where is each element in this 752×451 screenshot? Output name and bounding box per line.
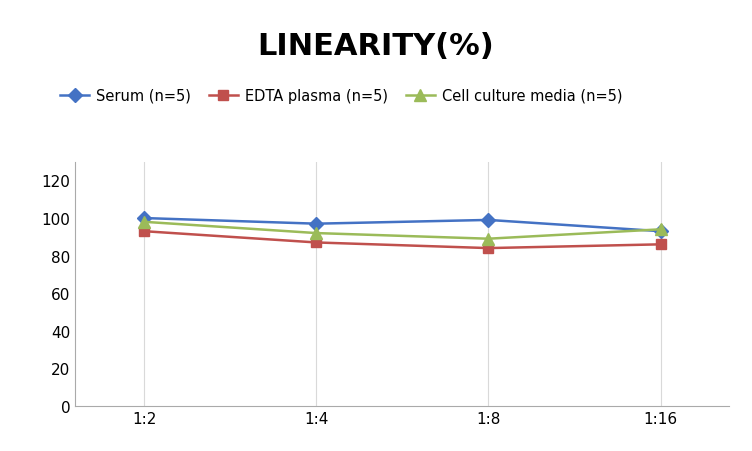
Cell culture media (n=5) <box>140 220 149 225</box>
Cell culture media (n=5) <box>656 227 665 233</box>
Serum (n=5) <box>312 221 321 227</box>
EDTA plasma (n=5) <box>312 240 321 246</box>
Text: LINEARITY(%): LINEARITY(%) <box>258 32 494 60</box>
EDTA plasma (n=5) <box>140 229 149 235</box>
Serum (n=5) <box>484 218 493 223</box>
EDTA plasma (n=5) <box>484 246 493 251</box>
Legend: Serum (n=5), EDTA plasma (n=5), Cell culture media (n=5): Serum (n=5), EDTA plasma (n=5), Cell cul… <box>60 88 623 103</box>
Line: EDTA plasma (n=5): EDTA plasma (n=5) <box>139 227 666 253</box>
Serum (n=5) <box>140 216 149 221</box>
Cell culture media (n=5) <box>312 231 321 236</box>
Serum (n=5) <box>656 229 665 235</box>
Cell culture media (n=5) <box>484 236 493 242</box>
Line: Serum (n=5): Serum (n=5) <box>139 214 666 236</box>
Line: Cell culture media (n=5): Cell culture media (n=5) <box>138 217 666 245</box>
EDTA plasma (n=5) <box>656 242 665 248</box>
